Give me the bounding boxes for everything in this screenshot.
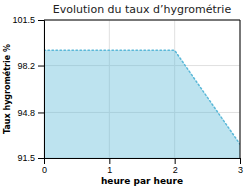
x-axis-title: heure par heure — [101, 176, 183, 186]
y-tick-label: 91.5 — [17, 153, 35, 163]
y-tick-label: 98.2 — [17, 61, 35, 71]
x-tick-mark — [240, 158, 241, 164]
x-grid-line — [240, 20, 241, 158]
line — [44, 50, 240, 144]
frame-top — [44, 20, 240, 21]
y-tick: 94.8 — [17, 108, 44, 118]
plot: 0 1 2 3 91.5 94.8 98.2 101.5 — [12, 15, 243, 175]
x-tick: 0 — [42, 158, 47, 175]
y-tick: 91.5 — [17, 153, 44, 163]
area — [44, 50, 240, 158]
x-axis: 0 1 2 3 — [42, 158, 243, 175]
y-tick: 101.5 — [12, 15, 44, 25]
y-axis-title: Taux hygrométrie % — [2, 44, 12, 134]
title: Evolution du taux d’hygrométrie — [53, 3, 232, 16]
x-tick-mark — [175, 158, 176, 164]
x-tick: 2 — [173, 158, 178, 175]
y-tick-mark — [38, 66, 44, 67]
x-axis-line — [45, 159, 241, 165]
chart: 0 1 2 3 91.5 94.8 98.2 101.5 Evolution du taux d… — [0, 0, 250, 188]
y-axis-line — [38, 21, 45, 159]
x-tick-label: 0 — [42, 165, 47, 175]
y-tick-label: 94.8 — [17, 108, 35, 118]
x-tick: 1 — [107, 158, 112, 175]
grid — [44, 20, 240, 158]
frame-right — [240, 20, 241, 158]
x-tick: 3 — [238, 158, 243, 175]
y-tick-label: 101.5 — [12, 15, 35, 25]
y-tick-mark — [38, 20, 44, 21]
x-tick-label: 1 — [107, 165, 112, 175]
y-axis: 91.5 94.8 98.2 101.5 — [12, 15, 44, 163]
y-tick-mark — [38, 112, 44, 113]
y-grid-line — [44, 20, 240, 21]
y-tick-mark — [38, 158, 44, 159]
marks — [44, 50, 240, 158]
x-tick-label: 3 — [238, 165, 243, 175]
x-tick-mark — [109, 158, 110, 164]
x-tick-label: 2 — [173, 165, 178, 175]
y-tick: 98.2 — [17, 61, 44, 71]
